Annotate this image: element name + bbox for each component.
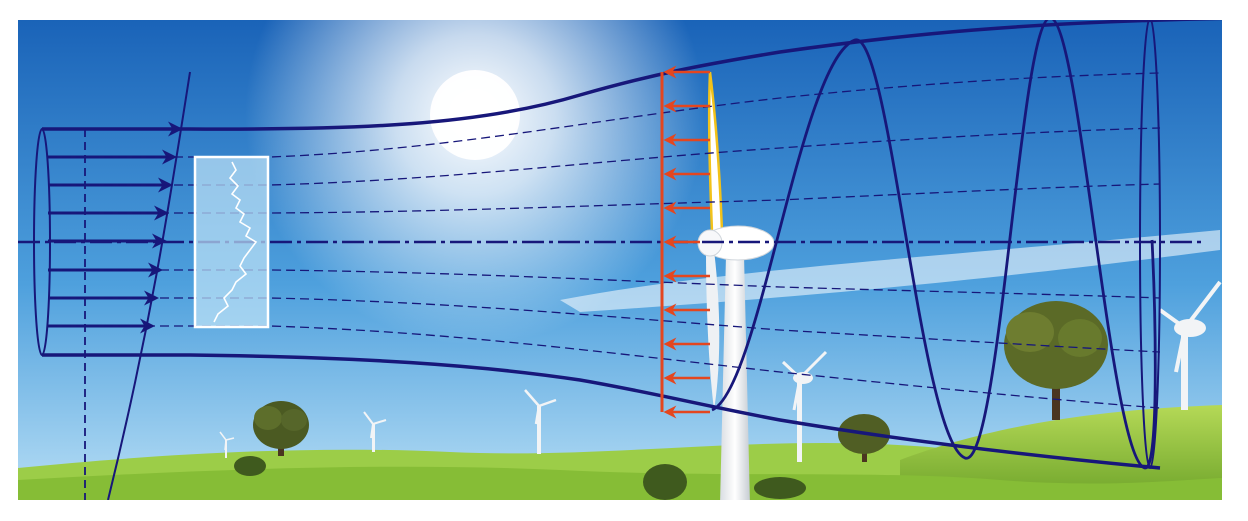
- tree-icon: [234, 456, 806, 500]
- tree-icon: [253, 401, 309, 456]
- wake-outlet-cross-section: [1139, 20, 1161, 469]
- sun: [245, 20, 705, 345]
- wind-turbine-icon: [524, 389, 557, 454]
- wind-turbine-icon: [781, 350, 828, 462]
- right-hill: [900, 405, 1222, 500]
- wind-turbine-icon: [1158, 280, 1222, 410]
- thrust-arrows: [660, 65, 710, 419]
- cloud-streak: [560, 230, 1220, 312]
- stream-tube-top: [42, 20, 1222, 131]
- turbulence-profile-icon: [193, 155, 270, 329]
- flow-overlay: [18, 20, 1222, 500]
- wake-helix: [711, 20, 1157, 470]
- wind-turbine-icon: [219, 431, 235, 458]
- wind-turbine-icon: [363, 411, 387, 452]
- turbine-blade-lower: [706, 250, 720, 410]
- near-hills: [18, 466, 1222, 500]
- streamlines: [48, 72, 1161, 409]
